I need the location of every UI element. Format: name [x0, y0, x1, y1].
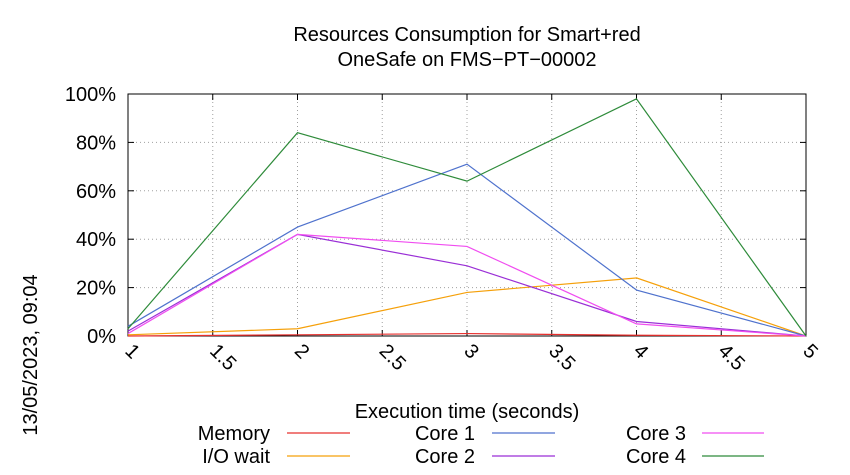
y-tick-label: 80% — [76, 132, 116, 154]
axis-ticks: 0% 20% 40% 60% 80% 100% 1 1.5 2 2.5 3 3.5 4 4.5 5 — [65, 84, 822, 375]
x-axis-label: Execution time (seconds) — [355, 401, 580, 423]
chart-title-line-2: OneSafe on FMS−PT−00002 — [337, 49, 596, 71]
y-tick-label: 60% — [76, 181, 116, 203]
x-tick-label: 2.5 — [375, 340, 410, 375]
y-tick-label: 40% — [76, 229, 116, 251]
series-line-core-3 — [127, 233, 807, 337]
y-tick-label: 0% — [87, 326, 116, 348]
x-tick-label: 5 — [798, 340, 821, 363]
chart-title: Resources Consumption for Smart+red OneS… — [293, 24, 640, 71]
chart-title-line-1: Resources Consumption for Smart+red — [293, 24, 640, 46]
y-tick-label: 20% — [76, 278, 116, 300]
timestamp-label: 13/05/2023, 09:04 — [20, 274, 42, 435]
legend-label-core-3: Core 3 — [626, 423, 686, 445]
x-tick-label: 3.5 — [544, 340, 579, 375]
legend-label-memory: Memory — [198, 423, 270, 445]
y-tick-label: 100% — [65, 84, 116, 106]
x-tick-label: 4 — [629, 340, 652, 363]
legend-label-core-2: Core 2 — [415, 446, 475, 468]
x-tick-label: 1 — [120, 340, 143, 363]
series-lines — [127, 98, 807, 337]
x-tick-label: 2 — [290, 340, 313, 363]
x-tick-label: 4.5 — [714, 340, 749, 375]
x-tick-label: 3 — [459, 340, 482, 363]
series-line-core-2 — [127, 233, 807, 337]
series-line-core-1 — [127, 163, 807, 337]
series-line-memory — [127, 332, 807, 337]
x-tick-label: 1.5 — [205, 340, 240, 375]
legend-label-i-o-wait: I/O wait — [202, 446, 270, 468]
gridlines — [128, 94, 806, 336]
legend-label-core-1: Core 1 — [415, 423, 475, 445]
series-line-core-4 — [127, 98, 807, 337]
legend-label-core-4: Core 4 — [626, 446, 686, 468]
series-line-i-o-wait — [127, 277, 807, 337]
